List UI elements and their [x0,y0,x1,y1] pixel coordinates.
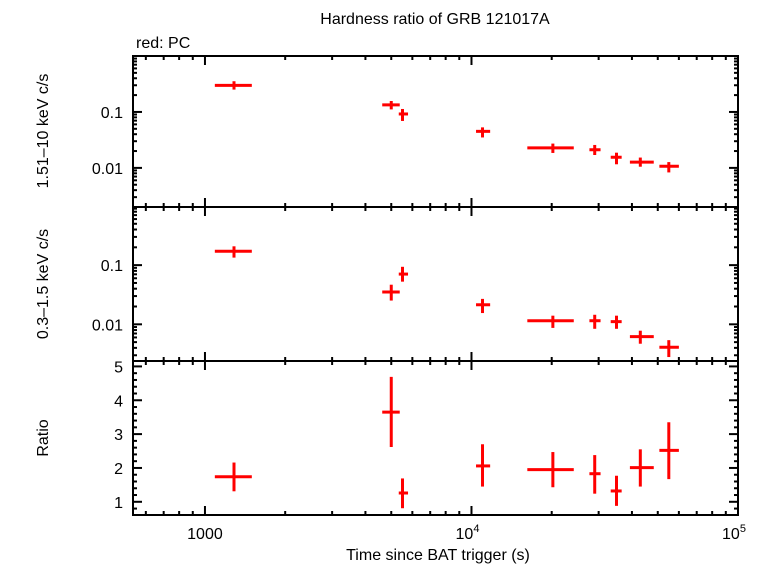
y-axis-label-middle: 0.3–1.5 keV c/s [35,229,52,339]
x-tick-label: 104 [456,523,480,543]
y-tick-label: 4 [114,393,123,410]
data-point [610,315,622,329]
panel-frame [132,360,739,516]
data-point [589,314,601,329]
y-tick-label: 0.01 [92,161,123,178]
y-tick-label: 2 [114,461,123,478]
data-point [589,144,601,156]
y-tick-label: 1 [114,495,123,512]
data-point [382,376,400,447]
data-point [659,340,679,358]
data-point [659,162,679,173]
data-point [214,462,252,492]
chart-title: Hardness ratio of GRB 121017A [320,11,550,28]
panel-1: 0.1 0.01 [92,55,739,208]
x-tick-label-exponent: 4 [473,523,479,535]
data-point [382,100,400,110]
data-point [476,298,491,314]
data-point [398,108,409,121]
x-tick-label: 105 [722,523,746,543]
data-point [476,444,491,487]
data-point [629,157,654,167]
y-axis-label-bottom: Ratio [35,419,52,456]
data-point [214,81,252,90]
data-point [476,127,491,138]
y-tick-label: 0.01 [92,317,123,334]
x-tick-label-exponent: 5 [740,523,746,535]
x-axis-label: Time since BAT trigger (s) [346,547,530,564]
y-tick-label: 0.1 [101,258,123,275]
x-tick-label-base: 10 [722,526,740,543]
data-point [214,246,252,258]
y-tick-label: 5 [114,359,123,376]
panel-2: 0.1 0.01 [92,206,739,362]
data-point [610,152,622,165]
data-point [629,449,654,487]
data-point [527,143,574,153]
y-axis-label-top: 1.51–10 keV c/s [35,74,52,189]
x-tick-label: 1000 [187,526,223,543]
chart-subtitle: red: PC [136,35,190,52]
panel-frame [132,55,739,208]
data-point [527,315,574,328]
data-point [382,284,400,301]
x-tick-label-base: 10 [456,526,474,543]
data-point [398,478,409,509]
data-point [629,330,654,344]
data-point [527,452,574,488]
x-tick-label-base: 1000 [187,526,223,543]
y-tick-label: 3 [114,427,123,444]
data-point [398,266,409,282]
data-point [610,475,622,506]
data-point [659,422,679,480]
y-tick-label: 0.1 [101,105,123,122]
data-point [589,455,601,494]
